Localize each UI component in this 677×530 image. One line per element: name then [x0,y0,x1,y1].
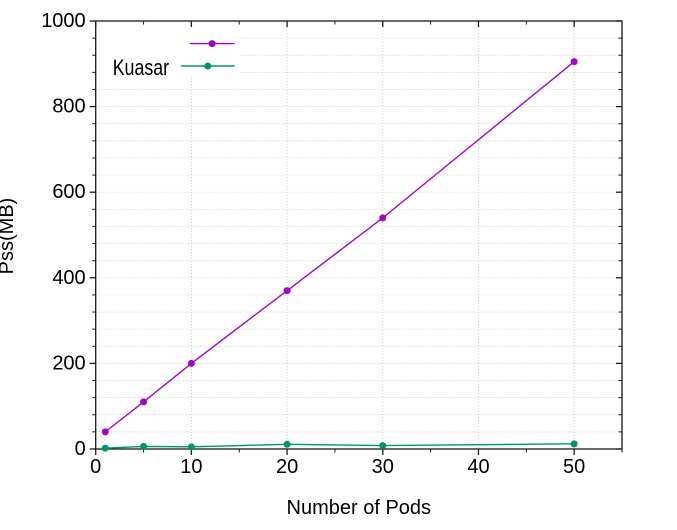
svg-text:40: 40 [467,456,489,478]
svg-text:1000: 1000 [41,10,86,32]
svg-text:Pss(MB): Pss(MB) [0,198,18,275]
svg-text:400: 400 [52,267,85,289]
svg-text:10: 10 [180,456,202,478]
svg-text:600: 600 [52,181,85,203]
svg-text:50: 50 [563,456,585,478]
svg-text:200: 200 [52,352,85,374]
svg-text:800: 800 [52,96,85,118]
svg-text:0: 0 [75,438,86,460]
svg-text:0: 0 [90,456,101,478]
svg-text:Kuasar: Kuasar [113,55,169,80]
svg-text:30: 30 [372,456,394,478]
svg-text:Number of Pods: Number of Pods [287,497,432,519]
svg-text:20: 20 [276,456,298,478]
